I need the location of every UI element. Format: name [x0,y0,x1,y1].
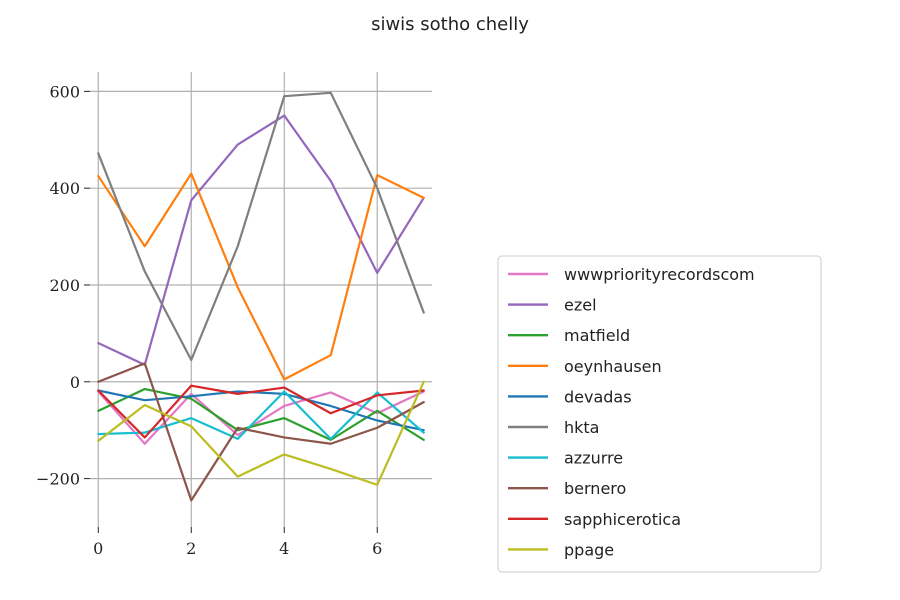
series-line-hkta [97,91,425,362]
y-tick-label: 600 [49,82,80,101]
x-tick-label: 6 [372,539,382,558]
series-group [97,91,425,502]
series-line-bernero [97,362,425,502]
legend-label-ezel: ezel [564,296,597,315]
y-tick-label: 400 [49,179,80,198]
legend-label-ppage: ppage [564,540,614,559]
series-line-sapphicerotica [97,384,425,439]
legend-frame [497,255,822,573]
x-tick-label: 4 [279,539,289,558]
legend-label-sapphicerotica: sapphicerotica [564,510,681,529]
legend-label-hkta: hkta [564,418,599,437]
x-tick-label: 2 [186,539,196,558]
y-tick-label: 0 [70,373,80,392]
series-line-devadas [97,389,425,432]
legend-label-bernero: bernero [564,479,626,498]
series-line-wwwpriorityrecordscom [97,390,425,445]
y-tick-label: 200 [49,276,80,295]
series-line-oeynhausen [97,172,425,381]
legend-label-azzurre: azzurre [564,449,623,468]
legend: wwwpriorityrecordscom ezel matfield oeynhau… [497,255,822,573]
legend-label-matfield: matfield [564,326,630,345]
chart-title: siwis sotho chelly [371,14,529,35]
series-line-ppage [97,380,425,486]
series-line-matfield [97,387,425,441]
y-tick-label: −200 [36,470,80,489]
legend-label-oeynhausen: oeynhausen [564,357,662,376]
legend-label-devadas: devadas [564,387,632,406]
grid [90,72,432,527]
x-tick-label: 0 [93,539,103,558]
axes: 0 2 4 6 −200 0 200 400 600 [36,82,382,558]
series-line-ezel [97,114,425,366]
legend-label-wwwpriorityrecordscom: wwwpriorityrecordscom [564,265,755,284]
